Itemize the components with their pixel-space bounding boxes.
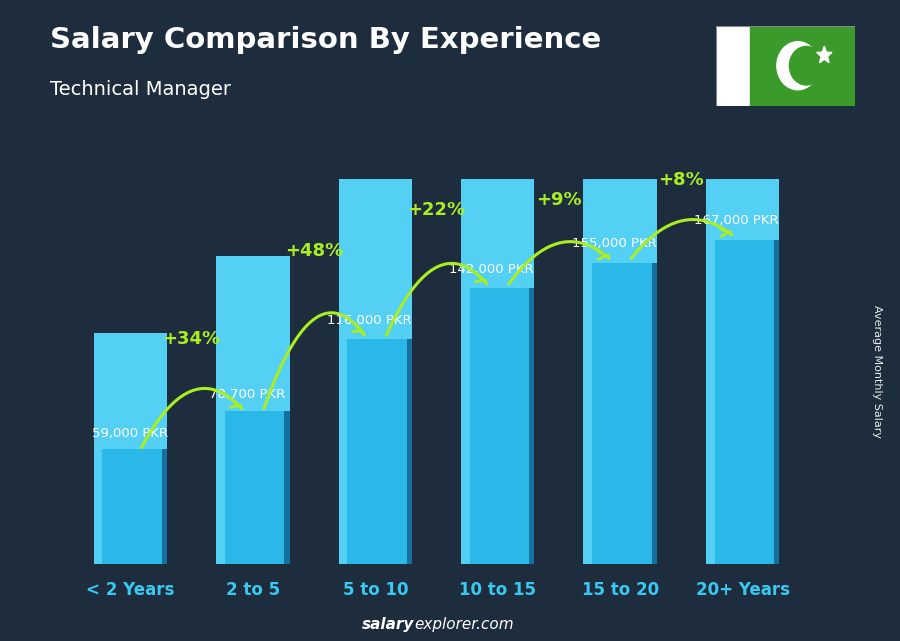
Bar (94, 447, 167, 564)
Polygon shape (816, 46, 832, 63)
Bar (583, 0, 657, 263)
Bar (94, 333, 167, 449)
Text: +34%: +34% (163, 329, 220, 347)
Bar (216, 256, 290, 411)
Bar (751, 26, 855, 106)
Bar (706, 0, 779, 240)
Bar (94, 447, 103, 564)
Bar (461, 8, 535, 288)
Text: 155,000 PKR: 155,000 PKR (572, 237, 656, 251)
Bar (284, 409, 290, 564)
Bar (529, 284, 535, 564)
Bar (706, 235, 715, 564)
Bar (774, 235, 779, 564)
Bar (338, 335, 347, 564)
Text: 167,000 PKR: 167,000 PKR (694, 214, 778, 227)
Bar (338, 110, 412, 338)
Bar (652, 258, 657, 564)
Bar (716, 26, 751, 106)
Bar (216, 409, 290, 564)
Text: +48%: +48% (285, 242, 343, 260)
Circle shape (789, 46, 823, 85)
Text: salary: salary (362, 617, 414, 633)
Bar (162, 447, 167, 564)
Text: +8%: +8% (659, 171, 705, 189)
Bar (461, 284, 535, 564)
Text: explorer.com: explorer.com (414, 617, 514, 633)
Text: 78,700 PKR: 78,700 PKR (209, 388, 284, 401)
Text: Technical Manager: Technical Manager (50, 80, 230, 99)
Text: 59,000 PKR: 59,000 PKR (93, 427, 168, 440)
Text: Salary Comparison By Experience: Salary Comparison By Experience (50, 26, 601, 54)
Bar (461, 284, 470, 564)
Text: Average Monthly Salary: Average Monthly Salary (872, 305, 883, 438)
Bar (407, 335, 412, 564)
Bar (583, 258, 657, 564)
Bar (706, 235, 779, 564)
Bar (338, 335, 412, 564)
Text: 116,000 PKR: 116,000 PKR (327, 314, 411, 328)
Bar (583, 258, 592, 564)
Text: +22%: +22% (408, 201, 465, 219)
Bar (216, 409, 225, 564)
Text: +9%: +9% (536, 191, 581, 209)
Circle shape (777, 42, 819, 90)
Text: 142,000 PKR: 142,000 PKR (449, 263, 534, 276)
